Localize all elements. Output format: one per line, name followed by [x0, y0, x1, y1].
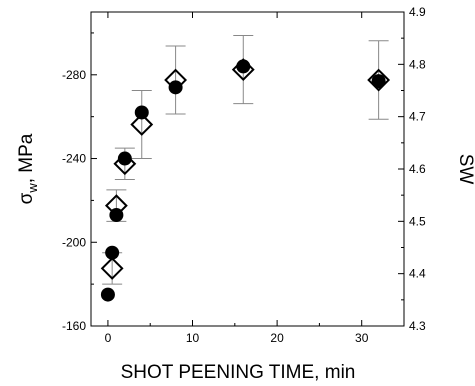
diamond-point — [130, 113, 154, 136]
x-tick-label: 0 — [105, 331, 112, 345]
diamond-point — [113, 152, 137, 176]
x-axis-title: SHOT PEENING TIME, min — [121, 362, 356, 383]
circle-point — [236, 59, 251, 74]
x-tick-label: 10 — [186, 331, 200, 345]
y2-tick-label: 4.7 — [409, 110, 426, 124]
circle-point — [168, 80, 183, 95]
y-axis-title: σw, MPa — [16, 133, 40, 204]
y2-tick-label: 4.3 — [409, 319, 426, 333]
circle-point — [134, 105, 149, 120]
diamond-point — [104, 194, 128, 218]
y2-tick-label: 4.8 — [409, 57, 426, 71]
diamond-point — [164, 68, 188, 92]
circle-point — [371, 74, 386, 89]
circle-point — [117, 151, 132, 166]
y-tick-label: -280 — [62, 68, 86, 82]
y-tick-label: -240 — [62, 152, 86, 166]
circle-point — [100, 287, 115, 302]
y2-tick-label: 4.4 — [409, 267, 426, 281]
y2-tick-label: 4.9 — [409, 5, 426, 19]
x-tick-label: 30 — [355, 331, 369, 345]
markers — [100, 58, 391, 302]
y2-axis-title: SW — [455, 154, 475, 185]
ticks: 0 10 20 30 -160 -200 -240 -280 4.3 4.4 4.5 4.6 4.7 4.… — [62, 5, 426, 345]
plot-frame — [90, 11, 405, 327]
circle-point — [105, 245, 120, 260]
y2-tick-label: 4.6 — [409, 162, 426, 176]
diamond-point — [231, 58, 255, 81]
y2-tick-label: 4.5 — [409, 214, 426, 228]
y-tick-label: -160 — [62, 319, 86, 333]
diamond-point — [367, 68, 391, 92]
y-tick-label: -200 — [62, 235, 86, 249]
x-tick-label: 20 — [270, 331, 284, 345]
diamond-point — [100, 257, 124, 280]
